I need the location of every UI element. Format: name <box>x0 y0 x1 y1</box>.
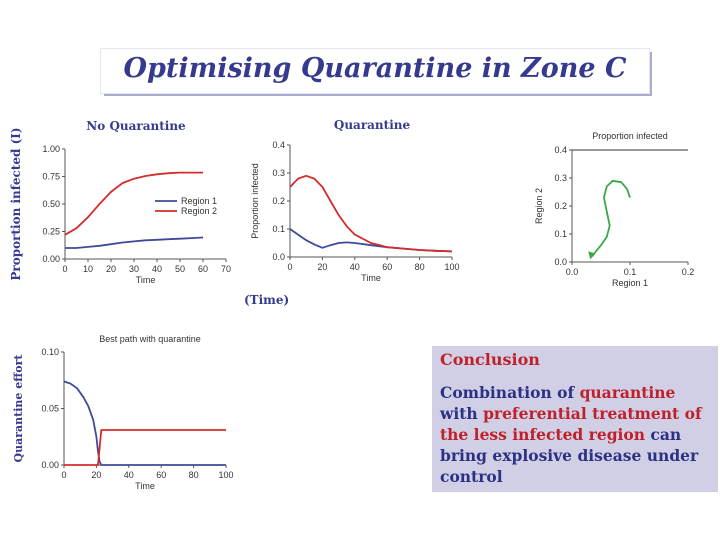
y-tick-label: 0.3 <box>554 173 567 183</box>
x-tick-label: 40 <box>350 262 360 272</box>
series-line-1 <box>289 228 453 253</box>
chart-best-path: Best path with quarantine 0 20 40 60 80 100 0.0… <box>12 334 234 491</box>
legend-label-2: Region 2 <box>181 206 217 216</box>
x-tick-label: 0.2 <box>682 267 695 277</box>
chart-title: Proportion infected <box>592 131 668 141</box>
chart-phase-plane: Proportion infected 0.0 0.1 0.2 0.0 0.1 0.2 0.3… <box>534 131 695 288</box>
path-arrowhead <box>588 251 596 260</box>
y-tick-label: 0.10 <box>41 347 59 357</box>
x-tick-label: 40 <box>124 470 134 480</box>
y-tick-label: 0.75 <box>42 172 60 182</box>
y-tick-label: 0.00 <box>42 254 60 264</box>
x-tick-label: 10 <box>83 264 93 274</box>
x-tick-label: 0 <box>287 262 292 272</box>
y-tick-label: 0.25 <box>42 227 60 237</box>
chart-no-quarantine: No Quarantine 0 10 20 30 40 50 60 70 0.00 0.25 0.50… <box>9 119 231 285</box>
series-line-1 <box>65 236 204 249</box>
conclusion-body: Combination of quarantine with preferent… <box>440 382 714 487</box>
conclusion-text-4: preferential treatment of the less infec… <box>440 404 702 444</box>
y-tick-label: 0.1 <box>272 224 285 234</box>
x-tick-label: 0 <box>61 470 66 480</box>
x-tick-label: 0 <box>62 264 67 274</box>
x-tick-label: 60 <box>198 264 208 274</box>
x-tick-label: 30 <box>129 264 139 274</box>
chart-title: No Quarantine <box>86 119 186 133</box>
series-line-2 <box>64 429 226 466</box>
x-axis-label: Region 1 <box>612 278 648 288</box>
x-tick-label: 0.0 <box>566 267 579 277</box>
series-line-2 <box>64 171 203 236</box>
chart-title: Best path with quarantine <box>99 334 201 344</box>
conclusion-text-1: Combination of <box>440 383 580 402</box>
x-tick-label: 0.1 <box>624 267 637 277</box>
y-axis-label: Proportion infected (I) <box>9 127 23 280</box>
x-axis-label: Time <box>135 481 155 491</box>
chart-title: Quarantine <box>334 118 411 132</box>
y-tick-label: 0.0 <box>272 252 285 262</box>
y-tick-label: 0.2 <box>272 196 285 206</box>
title-box: Optimising Quarantine in Zone C <box>100 48 650 94</box>
series-line-1 <box>591 179 631 257</box>
x-axis-label: Time <box>361 273 381 283</box>
x-tick-label: 60 <box>156 470 166 480</box>
legend-label-1: Region 1 <box>181 196 217 206</box>
x-tick-label: 60 <box>382 262 392 272</box>
x-tick-label: 100 <box>218 470 233 480</box>
x-tick-label: 20 <box>106 264 116 274</box>
y-tick-label: 0.1 <box>554 229 567 239</box>
x-tick-label: 20 <box>91 470 101 480</box>
y-tick-label: 0.3 <box>272 168 285 178</box>
y-axis-label: Proportion infected <box>250 163 260 239</box>
y-tick-label: 1.00 <box>42 144 60 154</box>
x-tick-label: 100 <box>444 262 459 272</box>
y-axis-label: Quarantine effort <box>12 354 25 463</box>
y-tick-label: 0.4 <box>554 145 567 155</box>
y-tick-label: 0.0 <box>554 257 567 267</box>
x-tick-label: 40 <box>152 264 162 274</box>
series-line-1 <box>63 380 226 466</box>
y-tick-label: 0.4 <box>272 140 285 150</box>
x-tick-label: 20 <box>317 262 327 272</box>
conclusion-text-3: with <box>440 404 484 423</box>
y-tick-label: 0.2 <box>554 201 567 211</box>
y-tick-label: 0.00 <box>41 460 59 470</box>
chart-quarantine: Quarantine 0 20 40 60 80 100 0.0 0.1 0.2 0.3 0.4 Tim… <box>250 118 460 283</box>
x-tick-label: 70 <box>221 264 231 274</box>
time-caption: (Time) <box>244 293 290 307</box>
slide-title: Optimising Quarantine in Zone C <box>123 53 627 84</box>
conclusion-text-2: quarantine <box>579 383 676 402</box>
conclusion-box: Conclusion Combination of quarantine wit… <box>432 346 718 492</box>
x-tick-label: 80 <box>415 262 425 272</box>
conclusion-heading: Conclusion <box>440 350 540 369</box>
y-axis-label: Region 2 <box>534 188 544 224</box>
x-tick-label: 50 <box>175 264 185 274</box>
x-tick-label: 80 <box>189 470 199 480</box>
y-tick-label: 0.50 <box>42 199 60 209</box>
slide-title-banner: Optimising Quarantine in Zone C <box>100 48 652 96</box>
x-axis-label: Time <box>136 275 156 285</box>
series-line-2 <box>289 174 453 253</box>
conclusion-text-5: can bring explosive disease under contro… <box>440 425 699 486</box>
y-tick-label: 0.05 <box>41 404 59 414</box>
